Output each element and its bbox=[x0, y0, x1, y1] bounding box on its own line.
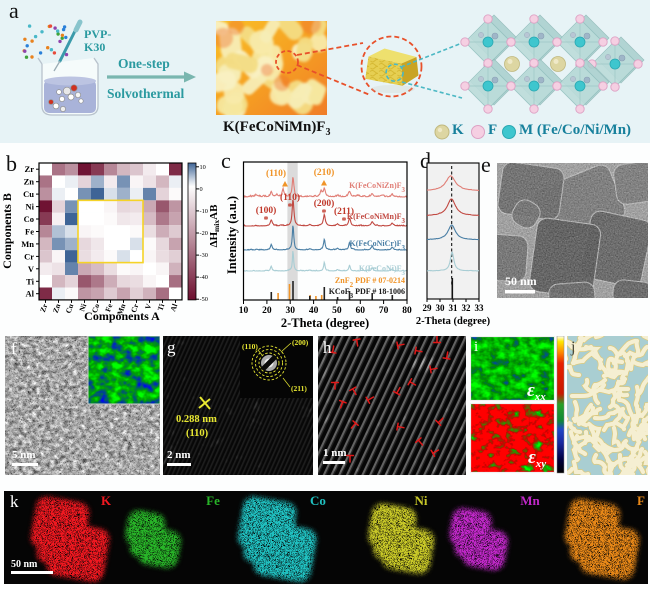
svg-text:-40: -40 bbox=[200, 274, 208, 281]
svg-text:Mn: Mn bbox=[520, 493, 540, 508]
svg-text:70: 70 bbox=[379, 306, 389, 316]
svg-text:(211): (211) bbox=[334, 206, 354, 217]
svg-text:31: 31 bbox=[449, 303, 459, 313]
svg-text:(200): (200) bbox=[292, 338, 309, 347]
svg-text:Fe: Fe bbox=[206, 493, 220, 508]
svg-text:Zr: Zr bbox=[25, 164, 35, 174]
svg-text:Cu: Cu bbox=[23, 189, 34, 199]
svg-text:f: f bbox=[11, 339, 17, 358]
svg-text:50 nm: 50 nm bbox=[505, 274, 537, 288]
svg-text:*: * bbox=[342, 216, 347, 227]
svg-text:(110): (110) bbox=[280, 192, 300, 203]
svg-text:Co: Co bbox=[310, 493, 326, 508]
svg-text:Al: Al bbox=[26, 289, 35, 299]
svg-text:Fe: Fe bbox=[103, 302, 114, 313]
svg-text:20: 20 bbox=[262, 306, 272, 316]
svg-text:Cr: Cr bbox=[24, 251, 34, 261]
svg-text:0: 0 bbox=[200, 186, 203, 193]
svg-text:-10: -10 bbox=[200, 208, 208, 215]
svg-text:k: k bbox=[10, 492, 19, 511]
svg-text:*: * bbox=[322, 208, 327, 219]
svg-text:Al: Al bbox=[168, 303, 179, 313]
svg-text:50: 50 bbox=[332, 306, 342, 316]
svg-text:0.288 nm: 0.288 nm bbox=[176, 414, 217, 425]
svg-text:Intensity (a.u.): Intensity (a.u.) bbox=[225, 196, 239, 274]
svg-text:(211): (211) bbox=[291, 384, 307, 393]
svg-text:Components A: Components A bbox=[84, 309, 160, 323]
svg-text:2-Theta (degree): 2-Theta (degree) bbox=[281, 316, 369, 330]
svg-text:Ni: Ni bbox=[26, 202, 35, 212]
svg-text:ΔHmixAB: ΔHmixAB bbox=[208, 204, 221, 247]
svg-text:Fe: Fe bbox=[25, 227, 34, 237]
svg-text:-30: -30 bbox=[200, 252, 208, 259]
svg-text:*: * bbox=[264, 215, 269, 226]
svg-text:32: 32 bbox=[462, 303, 472, 313]
svg-text:Ti: Ti bbox=[156, 303, 167, 313]
svg-text:Components B: Components B bbox=[0, 193, 14, 269]
svg-text:40: 40 bbox=[309, 306, 319, 316]
svg-text:h: h bbox=[323, 338, 332, 357]
svg-text:29: 29 bbox=[423, 303, 433, 313]
svg-text:-50: -50 bbox=[200, 296, 208, 303]
svg-text:1 nm: 1 nm bbox=[323, 447, 347, 459]
svg-text:V: V bbox=[28, 264, 35, 274]
svg-text:Co: Co bbox=[24, 214, 34, 224]
svg-text:V: V bbox=[143, 302, 154, 311]
svg-text:j: j bbox=[570, 339, 575, 356]
svg-text:10: 10 bbox=[239, 306, 249, 316]
svg-text:50 nm: 50 nm bbox=[11, 559, 38, 570]
svg-text:εxx: εxx bbox=[527, 380, 546, 403]
svg-text:10: 10 bbox=[200, 164, 206, 171]
svg-text:30: 30 bbox=[436, 303, 446, 313]
svg-text:30: 30 bbox=[285, 306, 295, 316]
svg-text:Ni: Ni bbox=[77, 303, 88, 313]
svg-text:2-Theta (degree): 2-Theta (degree) bbox=[416, 316, 491, 327]
svg-text:F: F bbox=[637, 493, 645, 508]
svg-text:Mn: Mn bbox=[21, 239, 34, 249]
svg-text:g: g bbox=[167, 338, 176, 357]
svg-text:Co: Co bbox=[90, 302, 102, 314]
svg-text:Ti: Ti bbox=[26, 276, 35, 286]
svg-text:60: 60 bbox=[356, 306, 366, 316]
svg-text:i: i bbox=[474, 339, 478, 355]
svg-text:Zn: Zn bbox=[24, 177, 35, 187]
svg-text:2 nm: 2 nm bbox=[167, 449, 191, 461]
svg-text:Cu: Cu bbox=[64, 303, 76, 315]
svg-text:80: 80 bbox=[402, 306, 412, 316]
svg-text:(210): (210) bbox=[314, 167, 335, 178]
svg-text:Zr: Zr bbox=[38, 302, 50, 314]
svg-text:Cr: Cr bbox=[129, 302, 141, 314]
svg-text:*: * bbox=[288, 202, 293, 213]
svg-text:(110): (110) bbox=[242, 342, 258, 351]
svg-text:Zn: Zn bbox=[51, 302, 63, 314]
svg-text:-20: -20 bbox=[200, 230, 208, 237]
svg-text:K: K bbox=[101, 493, 112, 508]
svg-text:33: 33 bbox=[475, 303, 485, 313]
svg-text:(100): (100) bbox=[256, 205, 277, 216]
svg-text:(200): (200) bbox=[314, 198, 335, 209]
svg-text:(110): (110) bbox=[266, 168, 286, 179]
svg-text:Mn: Mn bbox=[115, 302, 128, 316]
svg-text:Ni: Ni bbox=[415, 493, 428, 508]
svg-text:(110): (110) bbox=[186, 428, 209, 439]
svg-text:5 nm: 5 nm bbox=[12, 449, 36, 461]
